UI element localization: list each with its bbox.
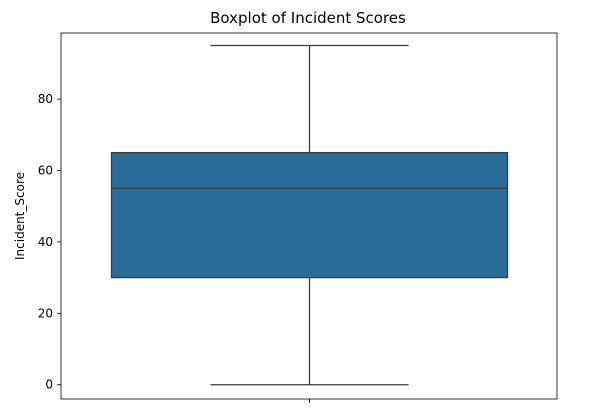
y-tick-label: 60: [38, 163, 53, 177]
y-axis: 0 20 40 60 80: [38, 92, 61, 392]
plot-frame: [60, 32, 558, 400]
iqr-box: [110, 151, 509, 279]
y-tick-label: 0: [45, 378, 53, 392]
chart-title: Boxplot of Incident Scores: [210, 9, 406, 27]
y-tick-label: 20: [38, 306, 53, 320]
y-axis-label: Incident_Score: [13, 172, 27, 260]
y-tick-label: 80: [38, 92, 53, 106]
y-tick-label: 40: [38, 235, 53, 249]
plot-area: [110, 44, 509, 386]
